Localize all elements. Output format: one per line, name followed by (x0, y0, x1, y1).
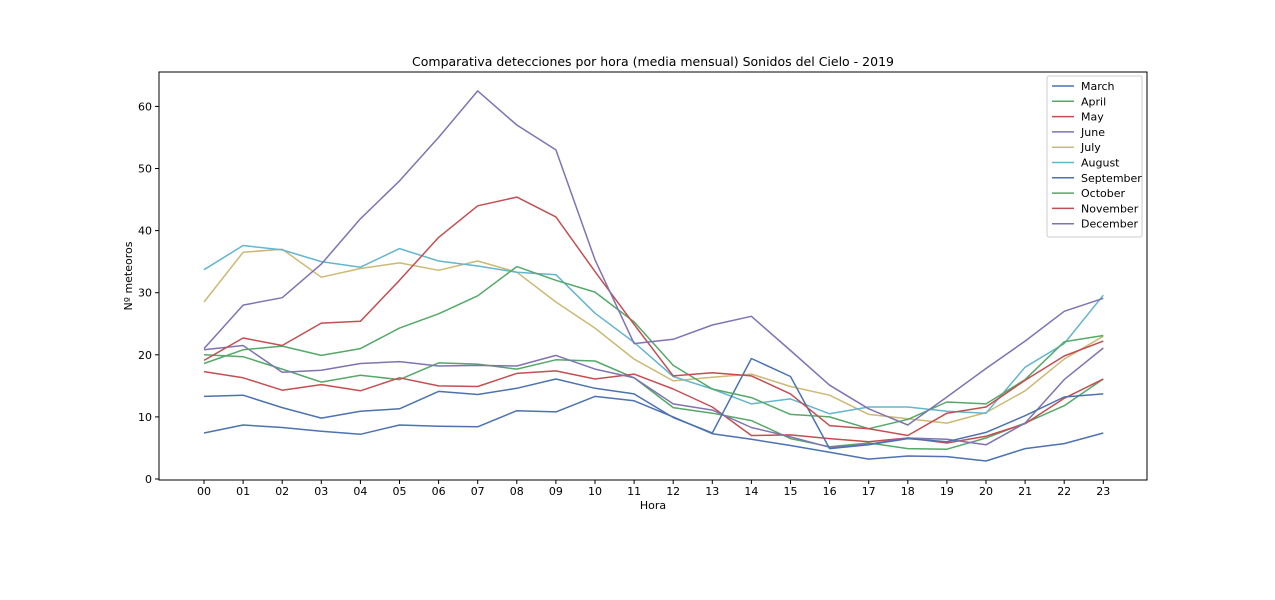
x-tick-label: 15 (784, 485, 798, 498)
x-tick-label: 00 (197, 485, 211, 498)
x-tick-label: 12 (666, 485, 680, 498)
x-tick-label: 05 (393, 485, 407, 498)
x-tick-label: 01 (236, 485, 250, 498)
x-tick-label: 19 (940, 485, 954, 498)
legend-entry: March (1081, 80, 1115, 93)
y-axis-label: Nº meteoros (122, 241, 135, 310)
x-tick-label: 21 (1018, 485, 1032, 498)
series-line-october (203, 265, 1104, 430)
series-line-july (203, 248, 1104, 424)
x-tick-label: 09 (549, 485, 563, 498)
x-tick-label: 03 (314, 485, 328, 498)
legend-entry: April (1081, 95, 1106, 108)
legend-entry: May (1081, 111, 1104, 124)
series-line-november (203, 196, 1104, 437)
y-tick-label: 40 (138, 225, 152, 238)
x-tick-label: 18 (901, 485, 915, 498)
legend-entry: July (1080, 141, 1101, 154)
x-tick-label: 14 (744, 485, 758, 498)
series-line-august (203, 244, 1104, 415)
x-tick-label: 07 (471, 485, 485, 498)
chart-title: Comparativa detecciones por hora (media … (412, 54, 894, 69)
series-line-december (203, 90, 1104, 426)
series-line-may (203, 370, 1104, 444)
x-tick-label: 22 (1057, 485, 1071, 498)
y-tick-label: 50 (138, 163, 152, 176)
y-tick-label: 0 (145, 473, 152, 486)
x-tick-label: 02 (275, 485, 289, 498)
legend-entry: December (1081, 218, 1139, 231)
plot-frame (158, 71, 1148, 481)
legend-entry: June (1080, 126, 1105, 139)
legend-entry: October (1081, 187, 1125, 200)
series-line-september (203, 357, 1104, 450)
legend: March April May June July August September Octo… (1046, 75, 1143, 238)
legend-entry: November (1081, 202, 1139, 215)
x-tick-label: 17 (862, 485, 876, 498)
x-tick-label: 06 (432, 485, 446, 498)
y-tick-label: 30 (138, 287, 152, 300)
y-axis: 0 10 20 30 40 50 60 (138, 100, 159, 486)
x-tick-label: 13 (705, 485, 719, 498)
series-layer (203, 90, 1104, 462)
x-tick-label: 23 (1096, 485, 1110, 498)
x-tick-label: 08 (510, 485, 524, 498)
x-tick-label: 11 (627, 485, 641, 498)
x-tick-label: 10 (588, 485, 602, 498)
legend-entry: September (1081, 172, 1142, 185)
x-tick-label: 16 (823, 485, 837, 498)
series-line-april (203, 354, 1104, 450)
y-tick-label: 10 (138, 411, 152, 424)
y-tick-label: 20 (138, 349, 152, 362)
x-axis: 00 01 02 03 04 05 06 07 08 09 10 11 12 13 14 15 16 17 18 19… (197, 480, 1110, 498)
x-tick-label: 04 (353, 485, 367, 498)
legend-entry: August (1081, 157, 1120, 170)
series-line-march (203, 395, 1104, 462)
x-tick-label: 20 (979, 485, 993, 498)
y-tick-label: 60 (138, 100, 152, 113)
x-axis-label: Hora (640, 499, 666, 512)
